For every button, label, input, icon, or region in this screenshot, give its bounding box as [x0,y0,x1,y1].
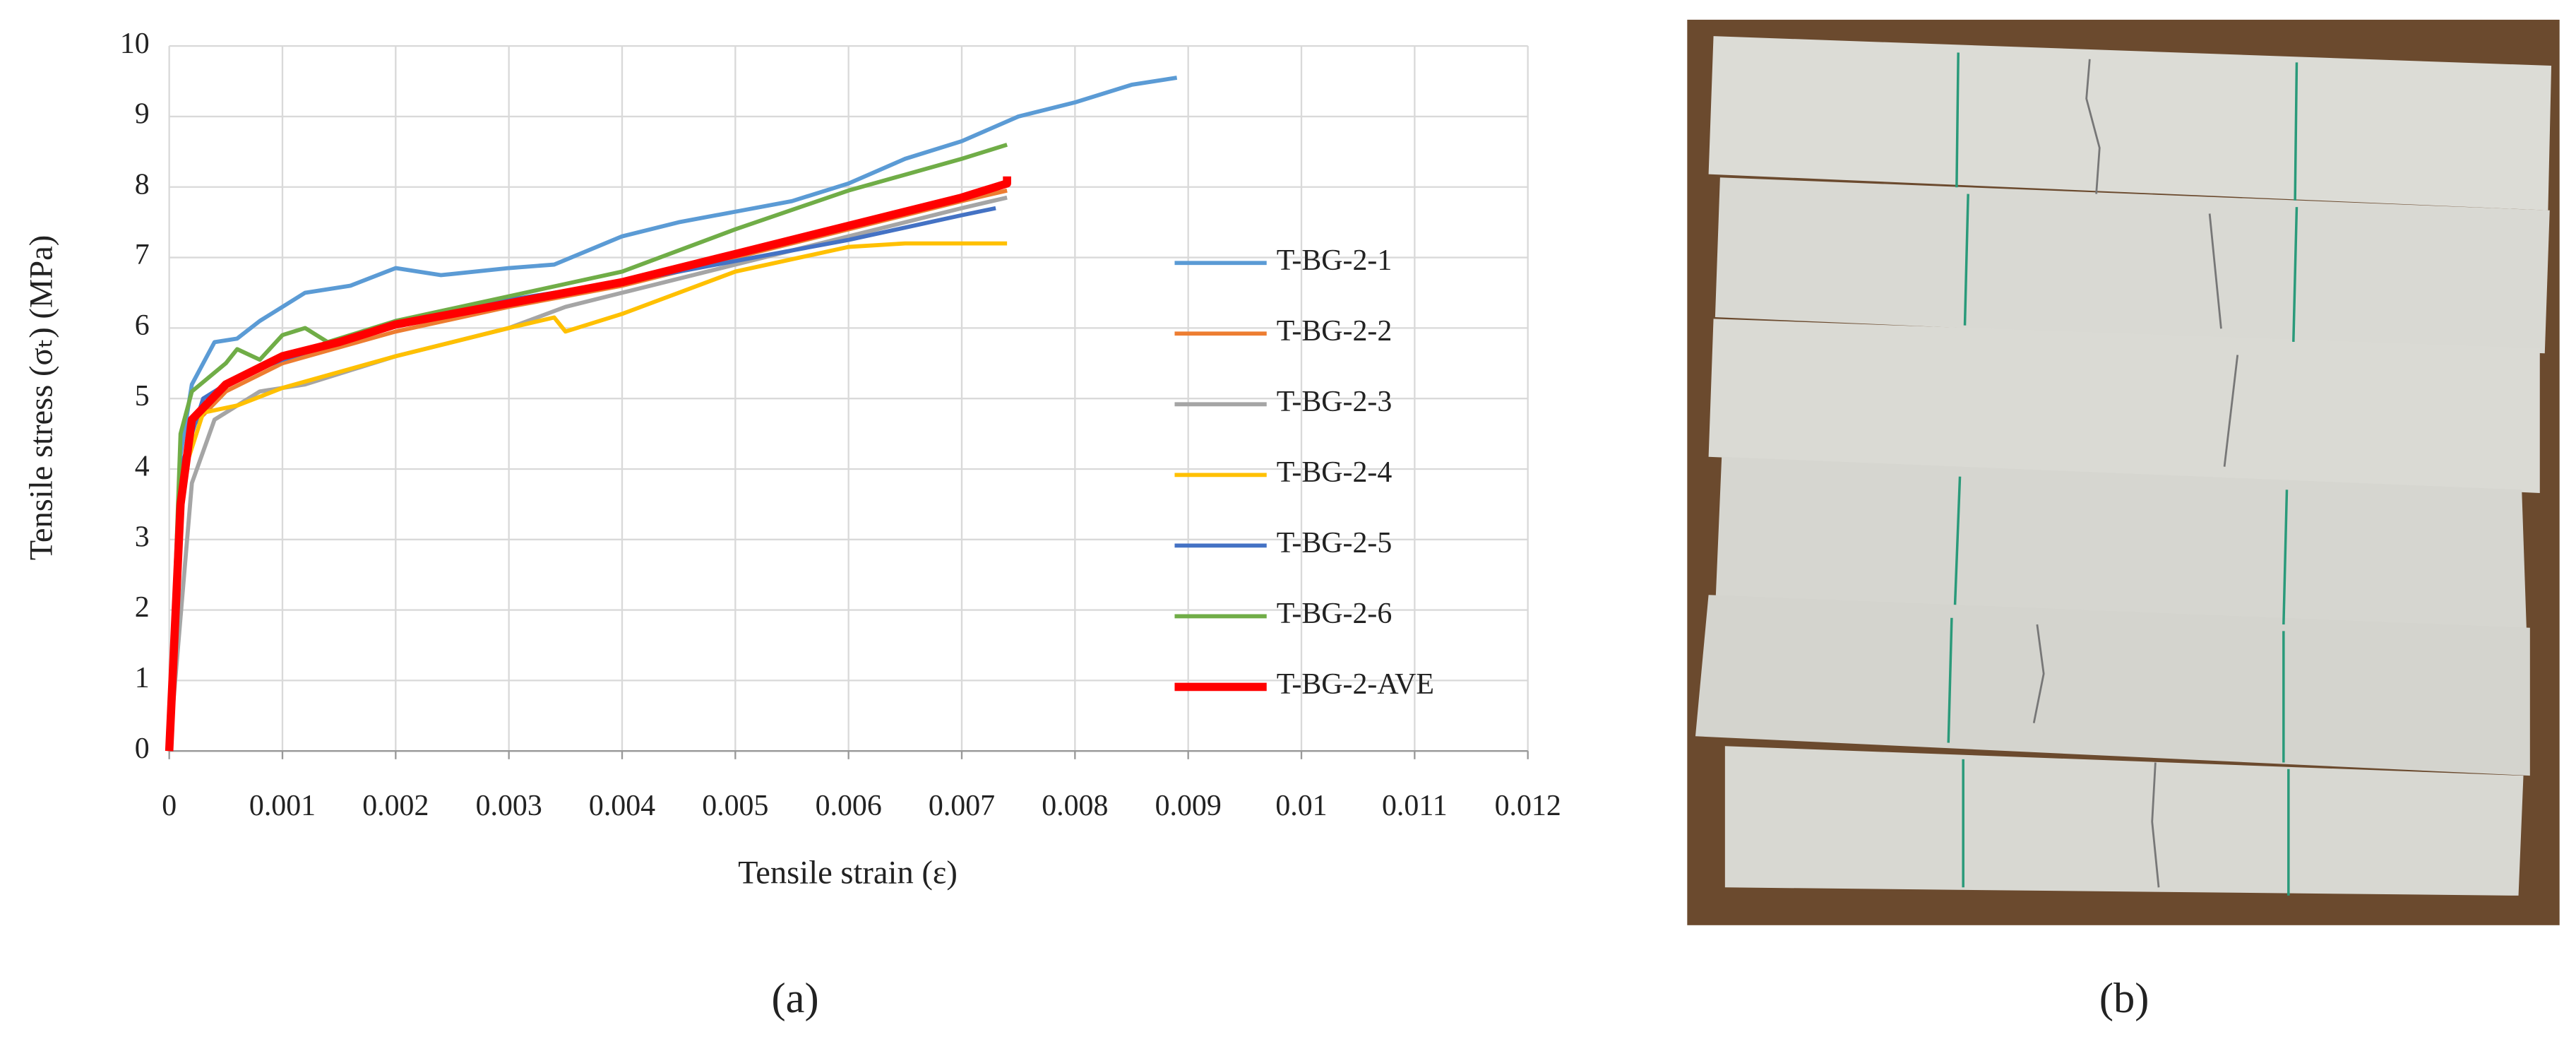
x-tick-label: 0 [162,790,177,822]
y-tick-label: 1 [135,662,150,694]
series-line [167,143,1008,752]
x-tick-label: 0.004 [589,790,655,822]
series-line [165,176,1011,752]
gauge-marks [1947,52,2298,896]
x-tick-label: 0.001 [249,790,316,822]
series-line [167,241,1008,752]
y-tick-label: 10 [120,28,150,60]
x-tick-label: 0.002 [362,790,429,822]
series-line [167,76,1178,752]
x-axis-label: Tensile strain (ε) [738,855,958,891]
legend-label: T-BG-2-4 [1277,456,1393,489]
x-tick-label: 0.006 [816,790,882,822]
y-tick-label: 8 [135,168,150,201]
legend-label: T-BG-2-6 [1277,598,1393,630]
legend-label: T-BG-2-1 [1277,244,1393,277]
y-tick-label: 3 [135,521,150,553]
y-tick-label: 0 [135,732,150,765]
y-tick-label: 9 [135,98,150,131]
specimen [1695,595,2530,776]
y-tick-label: 5 [135,380,150,413]
x-tick-label: 0.011 [1382,790,1448,822]
specimen [1708,319,2540,493]
x-tick-label: 0.012 [1495,790,1561,822]
legend-label: T-BG-2-5 [1277,527,1393,559]
legend-label: T-BG-2-2 [1277,315,1393,348]
panel-label: (a) [771,975,818,1022]
cracks [2032,59,2239,888]
specimen-photo [1687,19,2560,925]
x-tick-label: 0.005 [702,790,768,822]
y-axis-label: Tensile stress (σₜ) (MPa) [24,235,60,561]
y-tick-label: 6 [135,309,150,342]
specimen [1708,36,2552,210]
x-tick-label: 0.01 [1275,790,1327,822]
legend-label: T-BG-2-3 [1277,386,1393,418]
specimen [1715,456,2527,635]
y-tick-label: 4 [135,451,150,483]
y-tick-label: 2 [135,591,150,624]
specimen [1724,746,2524,896]
x-tick-label: 0.008 [1042,790,1108,822]
y-tick-label: 7 [135,239,150,271]
specimen [1715,177,2550,354]
x-tick-label: 0.003 [476,790,542,822]
series-line [167,188,1008,752]
panel-label: (b) [2099,975,2149,1022]
x-tick-label: 0.009 [1155,790,1222,822]
legend-label: T-BG-2-AVE [1277,668,1434,701]
chart: 0 1 2 3 4 5 6 7 8 9 10 0 0.001 0.002 0.003 0.004 0.005 0.… [120,28,1561,822]
x-tick-label: 0.007 [929,790,995,822]
